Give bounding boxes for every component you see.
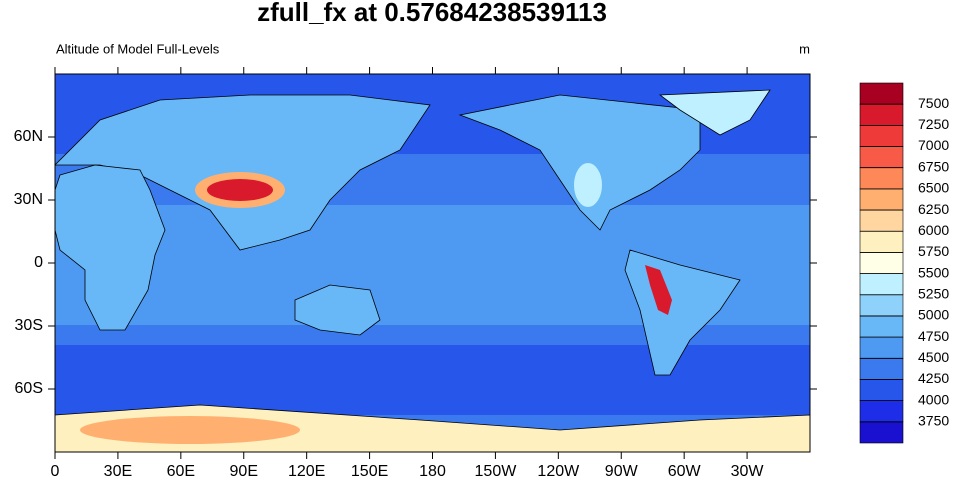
colorbar-box (859, 146, 904, 169)
colorbar-label: 6250 (918, 201, 949, 217)
colorbar-label: 5750 (918, 243, 949, 259)
y-tick-label: 30N (14, 191, 43, 208)
x-tick-label: 120W (537, 463, 580, 480)
colorbar-box (859, 230, 904, 253)
colorbar-label: 4250 (918, 370, 949, 386)
x-tick-label: 180 (419, 463, 446, 480)
colorbar-box (859, 125, 904, 147)
x-tick-label: 120E (288, 463, 325, 480)
colorbar-label: 5250 (918, 285, 949, 301)
y-tick-label: 60S (15, 380, 43, 397)
y-tick-label: 0 (34, 254, 43, 271)
colorbar-label: 6750 (918, 158, 949, 174)
antarctica (80, 416, 300, 444)
colorbar-label: 5500 (918, 264, 949, 280)
colorbar-box (859, 82, 904, 105)
chart-title: zfull_fx at 0.57684238539113 (257, 0, 607, 27)
colorbar-box (859, 167, 904, 190)
colorbar-label: 7250 (918, 116, 949, 132)
colorbar-box (859, 400, 904, 423)
colorbar-label: 7000 (918, 137, 949, 153)
colorbar-label: 3750 (918, 413, 949, 429)
x-tick-label: 150E (351, 463, 388, 480)
x-tick-label: 90E (230, 463, 258, 480)
colorbar-box (859, 103, 904, 126)
subtitle-left: Altitude of Model Full-Levels (56, 41, 220, 56)
colorbar-box (859, 294, 904, 317)
land (294, 284, 381, 336)
colorbar-box (859, 209, 904, 232)
colorbar-label: 5000 (918, 307, 949, 323)
x-tick-label: 60W (668, 463, 702, 480)
x-tick-label: 150W (475, 463, 518, 480)
x-tick-label: 90W (605, 463, 639, 480)
colorbar-label: 6000 (918, 222, 949, 238)
colorbar-box (859, 421, 904, 444)
x-tick-label: 30E (104, 463, 132, 480)
colorbar-label: 6500 (918, 180, 949, 196)
mountains (645, 265, 672, 315)
map (55, 74, 810, 452)
y-tick-label: 60N (14, 128, 43, 145)
colorbar-label: 4000 (918, 391, 949, 407)
y-tick-label: 30S (15, 317, 43, 334)
land (55, 164, 166, 331)
subtitle-right: m (799, 41, 810, 56)
x-tick-label: 0 (51, 463, 60, 480)
colorbar-label: 4750 (918, 328, 949, 344)
colorbar-box (859, 379, 904, 401)
colorbar-box (859, 336, 904, 359)
colorbar-box (859, 188, 904, 211)
x-tick-label: 60E (167, 463, 195, 480)
ocean-band (55, 345, 810, 415)
colorbar-label: 4500 (918, 349, 949, 365)
x-tick-label: 30W (731, 463, 765, 480)
land (658, 89, 771, 136)
colorbar-box (859, 252, 904, 274)
colorbar-box (859, 357, 904, 380)
mountains (574, 163, 602, 207)
plateau (207, 179, 273, 201)
colorbar-label: 7500 (918, 95, 949, 111)
colorbar-box (859, 273, 904, 296)
colorbar-box (859, 315, 904, 338)
